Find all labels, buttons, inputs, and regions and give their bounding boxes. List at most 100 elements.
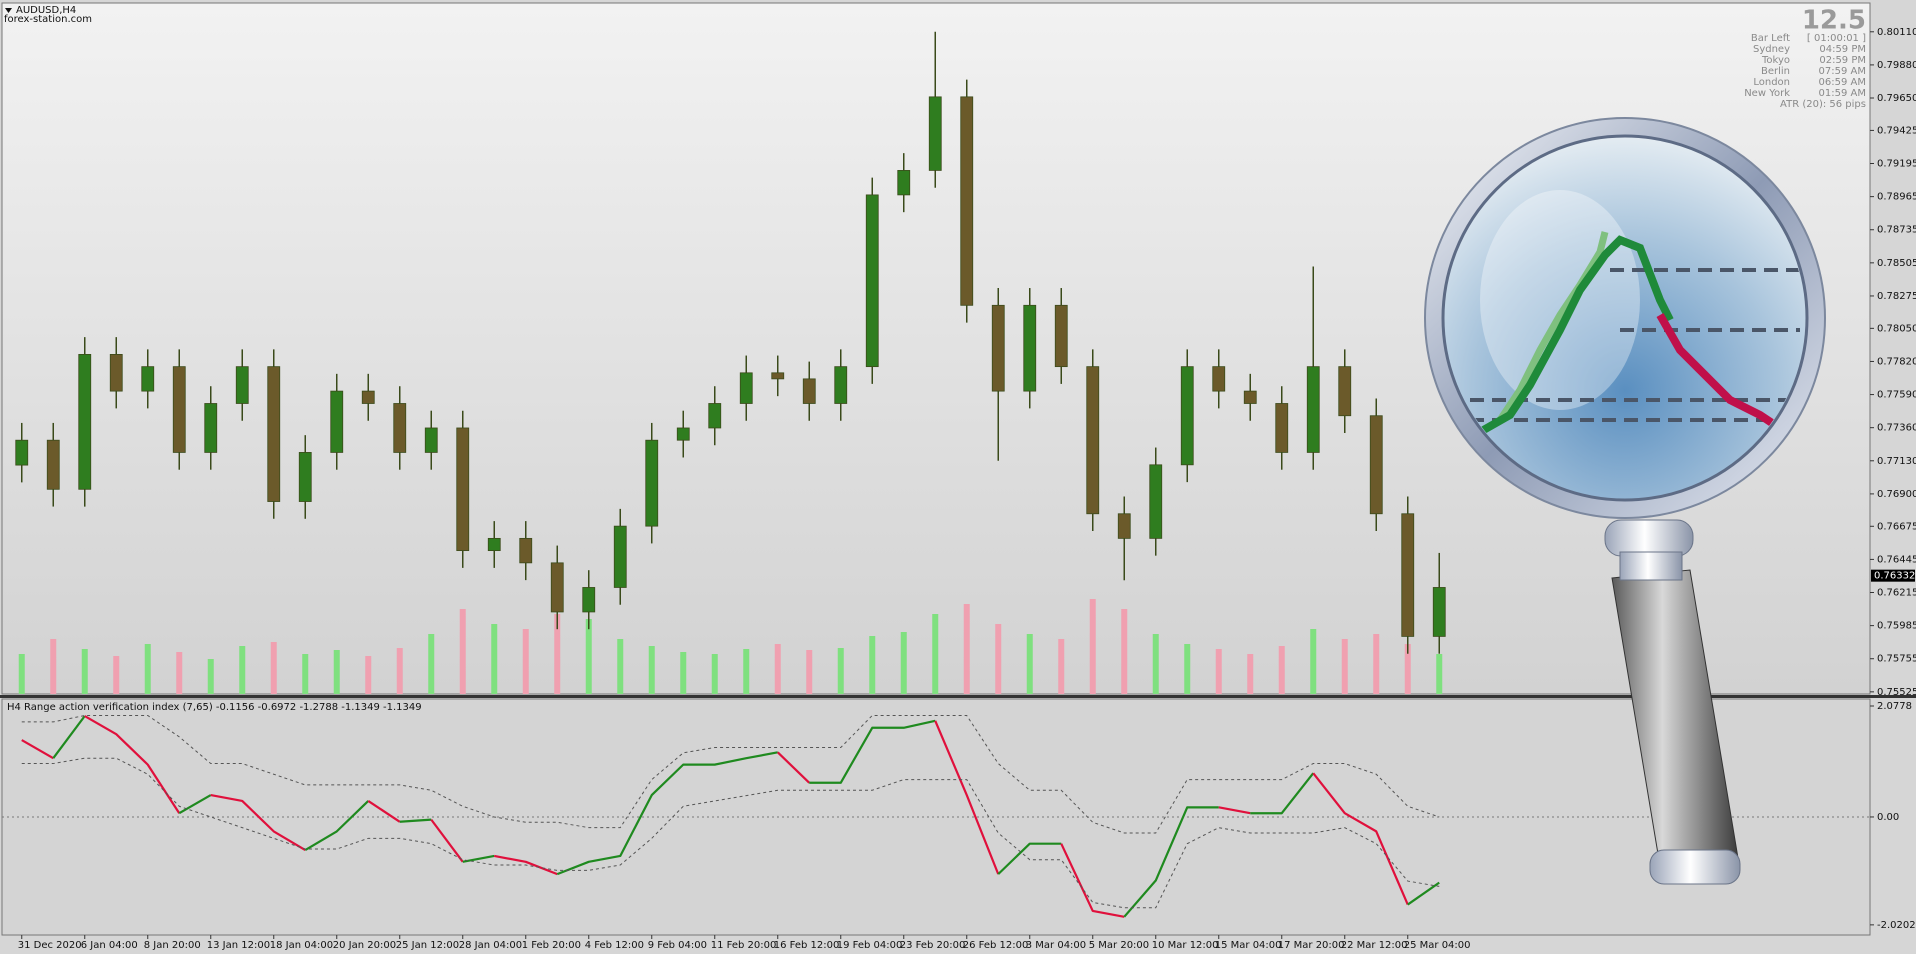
symbol-menu-arrow[interactable] (5, 8, 12, 13)
y-tick-label: 0.78505 (1877, 258, 1916, 269)
magnifier-decoration (1424, 117, 1826, 885)
indicator-line (1123, 806, 1219, 918)
indicator-line (809, 719, 936, 784)
info-label: Berlin (1761, 66, 1790, 77)
candle-body (1086, 366, 1100, 515)
info-value: [ 01:00:01 ] (1807, 33, 1866, 44)
volume-bar (176, 652, 183, 694)
volume-bar (428, 634, 435, 694)
x-tick-label: 5 Mar 20:00 (1089, 940, 1149, 951)
candle-body (676, 427, 690, 441)
candle-body (1117, 513, 1131, 539)
volume-bar (1436, 654, 1443, 694)
info-label: London (1753, 77, 1790, 88)
x-tick-label: 26 Feb 12:00 (963, 940, 1029, 951)
indicator-line (494, 854, 558, 876)
indicator-line (52, 715, 86, 759)
candle-body (487, 537, 501, 552)
indicator-line (997, 842, 1062, 875)
volume-bar (81, 649, 88, 694)
info-label: Bar Left (1751, 33, 1790, 44)
y-tick-label: 0.76675 (1877, 521, 1916, 532)
magnifier-handle-cap (1649, 849, 1741, 885)
volume-bar (1404, 644, 1411, 694)
volume-bar (1278, 646, 1285, 694)
info-value: 02:59 PM (1819, 55, 1866, 66)
volume-bar (837, 648, 844, 694)
candle-body (1149, 464, 1163, 539)
candle-body (802, 378, 816, 404)
indicator-line (556, 751, 778, 876)
x-tick-label: 28 Jan 04:00 (459, 940, 522, 951)
candle-body (1054, 304, 1068, 368)
y-tick-label: 0.79425 (1877, 125, 1916, 136)
lens-glare (1480, 190, 1640, 410)
y-tick-label: 0.77360 (1877, 423, 1916, 434)
x-tick-label: 25 Jan 12:00 (396, 940, 459, 951)
volume-bar (302, 654, 309, 694)
volume-bar (554, 614, 561, 694)
indicator-title: H4 Range action verification index (7,65… (7, 702, 422, 713)
volume-bar (333, 650, 340, 694)
x-tick-label: 16 Feb 12:00 (774, 940, 840, 951)
y-tick-label: 0.78735 (1877, 225, 1916, 236)
x-tick-label: 10 Mar 12:00 (1152, 940, 1219, 951)
volume-bar (1152, 634, 1159, 694)
magnifier-collar (1604, 519, 1694, 557)
y-tick-label: 0.78965 (1877, 192, 1916, 203)
info-label: New York (1744, 88, 1790, 99)
x-tick-label: 3 Mar 04:00 (1026, 940, 1086, 951)
y-tick-label: 0.76445 (1877, 554, 1916, 565)
volume-bar (1247, 654, 1254, 694)
candle-body (78, 354, 92, 490)
x-tick-label: 1 Feb 20:00 (522, 940, 581, 951)
spread-value: 12.5 (1802, 6, 1866, 36)
volume-bar (1341, 639, 1348, 694)
band-line (21, 757, 1440, 909)
magnifier-lens (1441, 134, 1809, 502)
candle-body (361, 390, 375, 404)
indicator-line (1407, 881, 1440, 906)
y-tick-label: 0.80110 (1877, 27, 1916, 38)
candle-body (298, 452, 312, 502)
candle-body (550, 562, 564, 613)
x-tick-label: 6 Jan 04:00 (81, 940, 138, 951)
lens-dashed-levels (1470, 268, 1800, 422)
y-tick-label: 0.75985 (1877, 621, 1916, 632)
volume-bar (207, 659, 214, 694)
y-tick-label: 0.77820 (1877, 356, 1916, 367)
plot-layer: 0.80110 0.79880 0.79650 0.79425 0.79195 0.789… (2, 27, 1916, 951)
x-tick-label: 8 Jan 20:00 (144, 940, 201, 951)
candle-body (519, 537, 533, 564)
candle-body (960, 96, 974, 306)
volume-bar (1026, 634, 1033, 694)
y-tick-label: 0.76900 (1877, 489, 1916, 500)
indicator-line (367, 800, 401, 823)
candle-body (1401, 513, 1415, 637)
candle-body (897, 170, 911, 196)
volume-bar (459, 609, 466, 694)
info-value: 06:59 AM (1819, 77, 1866, 88)
volume-bar (239, 646, 246, 694)
current-price-label: 0.76332 (1874, 571, 1915, 582)
volume-bar (1121, 609, 1128, 694)
y-tick-label: 0.79195 (1877, 159, 1916, 170)
candle-body (1432, 587, 1446, 637)
candle-body (1338, 366, 1352, 417)
info-value: 07:59 AM (1819, 66, 1866, 77)
volume-bar (1089, 599, 1096, 694)
atr-label: ATR (20): 56 pips (1780, 99, 1866, 110)
volume-bar (365, 656, 372, 694)
volume-bar (711, 654, 718, 694)
candle-body (1180, 366, 1194, 466)
candle-body (739, 372, 753, 404)
candle-body (172, 366, 186, 453)
x-tick-label: 18 Jan 04:00 (270, 940, 333, 951)
volume-bar (491, 624, 498, 694)
indicator-line (304, 800, 370, 852)
candle-body (834, 366, 848, 404)
candle-body (235, 366, 249, 404)
candle-body (46, 439, 60, 490)
candle-body (267, 366, 281, 502)
volume-bar (900, 632, 907, 694)
